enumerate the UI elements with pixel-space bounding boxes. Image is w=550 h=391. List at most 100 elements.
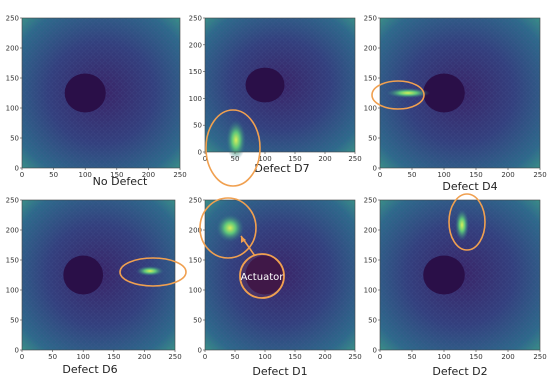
panel: 0 50 100 150 200 250 0 50 100 150 200 250 No Defect xyxy=(6,15,187,189)
y-tick-label: 50 xyxy=(193,317,202,325)
x-tick-label: 150 xyxy=(469,353,482,361)
y-tick-label: 200 xyxy=(364,45,377,53)
y-tick-label: 100 xyxy=(6,105,19,113)
panel: 0 50 100 150 200 250 0 50 100 150 200 250 Defect D7 xyxy=(189,15,362,187)
x-tick-label: 100 xyxy=(437,171,450,179)
x-tick-label: 0 xyxy=(20,171,24,179)
y-tick-label: 50 xyxy=(10,317,19,325)
y-tick-label: 250 xyxy=(364,15,377,23)
plot-frame xyxy=(379,199,541,351)
panel: 0 50 100 150 200 250 0 50 100 150 200 250 Defect D6 xyxy=(6,197,187,376)
y-tick-label: 250 xyxy=(189,197,202,205)
y-tick-label: 200 xyxy=(6,45,19,53)
actuator-hole xyxy=(245,67,285,103)
x-tick-label: 50 xyxy=(231,353,240,361)
annotation-arrowhead xyxy=(241,236,246,243)
panel-caption: Defect D1 xyxy=(252,365,307,378)
defect-hotspot xyxy=(386,88,430,98)
actuator-hole xyxy=(245,255,285,295)
y-tick-label: 150 xyxy=(364,257,377,265)
y-tick-label: 200 xyxy=(189,227,202,235)
defect-hotspot xyxy=(216,214,244,242)
y-tick-label: 50 xyxy=(368,135,377,143)
y-tick-label: 50 xyxy=(368,317,377,325)
actuator-hole xyxy=(423,73,465,113)
defect-marker xyxy=(371,80,425,110)
x-tick-label: 250 xyxy=(533,171,546,179)
x-tick-label: 250 xyxy=(348,155,361,163)
defect-hotspot xyxy=(226,120,246,160)
annotation-label: Actuator xyxy=(241,272,285,283)
x-tick-label: 250 xyxy=(168,353,181,361)
y-tick-label: 150 xyxy=(6,257,19,265)
x-tick-label: 50 xyxy=(408,171,417,179)
plot-frame xyxy=(204,17,356,153)
panel: 0 50 100 150 200 250 0 50 100 150 200 250 Defect D1 xyxy=(189,197,362,379)
x-tick-label: 0 xyxy=(20,353,24,361)
y-tick-label: 100 xyxy=(189,287,202,295)
y-tick-label: 200 xyxy=(189,41,202,49)
plot-frame xyxy=(21,17,181,169)
x-tick-label: 0 xyxy=(378,171,382,179)
x-tick-label: 100 xyxy=(437,353,450,361)
defect-marker xyxy=(119,257,187,287)
x-tick-label: 200 xyxy=(501,353,514,361)
defect-hotspot xyxy=(455,209,469,241)
x-tick-label: 250 xyxy=(348,353,361,361)
y-tick-label: 250 xyxy=(364,197,377,205)
defect-marker xyxy=(205,109,261,187)
y-tick-label: 0 xyxy=(198,347,202,355)
y-tick-label: 0 xyxy=(15,347,19,355)
x-tick-label: 100 xyxy=(258,155,271,163)
x-tick-label: 100 xyxy=(79,171,92,179)
y-tick-label: 0 xyxy=(373,347,377,355)
x-tick-label: 100 xyxy=(77,353,90,361)
plot-frame xyxy=(21,199,176,351)
panel-caption: Defect D6 xyxy=(62,363,117,376)
y-tick-label: 0 xyxy=(15,165,19,173)
y-tick-label: 150 xyxy=(189,68,202,76)
x-tick-label: 150 xyxy=(107,353,120,361)
actuator-hole xyxy=(64,73,106,113)
actuator-hole xyxy=(423,255,465,295)
x-tick-label: 0 xyxy=(203,155,207,163)
defect-marker xyxy=(199,197,257,259)
y-tick-label: 150 xyxy=(6,75,19,83)
x-tick-label: 50 xyxy=(48,353,57,361)
y-tick-label: 100 xyxy=(189,95,202,103)
plot-frame xyxy=(204,199,356,351)
x-tick-label: 250 xyxy=(533,353,546,361)
y-tick-label: 200 xyxy=(6,227,19,235)
plot-frame xyxy=(379,17,541,169)
y-tick-label: 100 xyxy=(364,105,377,113)
y-tick-label: 250 xyxy=(6,15,19,23)
y-tick-label: 0 xyxy=(198,149,202,157)
y-tick-label: 250 xyxy=(6,197,19,205)
x-tick-label: 50 xyxy=(408,353,417,361)
x-tick-label: 0 xyxy=(203,353,207,361)
actuator-hole xyxy=(63,255,104,295)
x-tick-label: 150 xyxy=(288,353,301,361)
x-tick-label: 50 xyxy=(49,171,58,179)
annotation-circle xyxy=(239,253,285,299)
y-tick-label: 150 xyxy=(189,257,202,265)
y-tick-label: 250 xyxy=(189,15,202,23)
y-tick-label: 50 xyxy=(193,122,202,130)
panel-caption: No Defect xyxy=(93,175,148,188)
x-tick-label: 200 xyxy=(138,353,151,361)
y-tick-label: 0 xyxy=(373,165,377,173)
y-tick-label: 100 xyxy=(364,287,377,295)
defect-hotspot xyxy=(136,266,164,276)
x-tick-label: 200 xyxy=(318,155,331,163)
panel-caption: Defect D7 xyxy=(254,162,309,175)
y-tick-label: 100 xyxy=(6,287,19,295)
x-tick-label: 200 xyxy=(142,171,155,179)
y-tick-label: 50 xyxy=(10,135,19,143)
x-tick-label: 150 xyxy=(110,171,123,179)
panel-caption: Defect D2 xyxy=(432,365,487,378)
x-tick-label: 150 xyxy=(469,171,482,179)
panel-caption: Defect D4 xyxy=(442,180,497,193)
x-tick-label: 200 xyxy=(501,171,514,179)
